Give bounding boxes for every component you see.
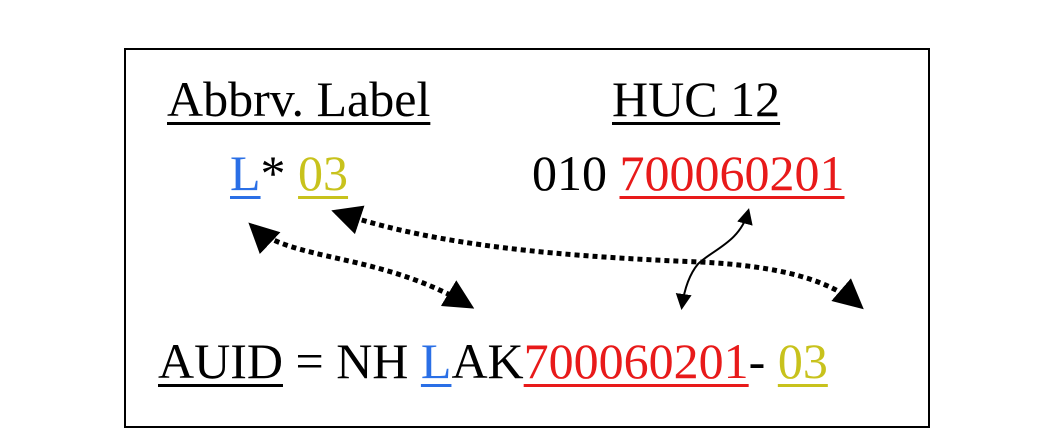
abbrv-label-heading: Abbrv. Label — [167, 71, 431, 127]
label-number: 03 — [298, 145, 349, 201]
auid-formula: AUID = NH LAK700060201- 03 — [158, 336, 828, 386]
huc12-example: 010 700060201 — [532, 148, 845, 198]
number-link-arrow — [331, 205, 864, 310]
label-letter: L — [230, 145, 261, 201]
letter-link-arrow — [248, 222, 475, 309]
code-link-arrow — [675, 208, 753, 310]
auid-term: AUID — [158, 333, 283, 389]
auid-dash: - — [748, 333, 766, 389]
huc-code: 700060201 — [619, 145, 845, 201]
auid-code: 700060201 — [523, 333, 749, 389]
auid-state: NH — [336, 333, 409, 389]
abbrv-label-example: L* 03 — [230, 148, 348, 198]
auid-number: 03 — [777, 333, 828, 389]
label-star: * — [260, 145, 286, 201]
huc12-heading: HUC 12 — [612, 71, 781, 127]
connector-arrows — [248, 205, 864, 310]
auid-equals: = — [295, 333, 324, 389]
huc-prefix: 010 — [532, 145, 607, 201]
auid-type: AK — [451, 333, 524, 389]
auid-letter: L — [420, 333, 452, 389]
